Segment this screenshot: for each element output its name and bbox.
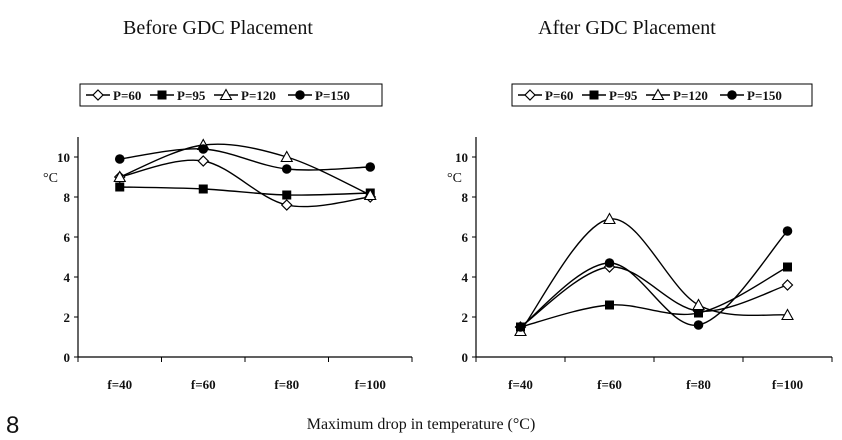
y-tick-label: 4: [462, 270, 469, 285]
legend: P=60 P=95 P=120 P=150: [511, 83, 813, 107]
data-point: [365, 162, 376, 172]
y-tick-label: 0: [64, 350, 71, 365]
legend-marker: [295, 90, 305, 100]
x-tick-label: f=100: [772, 377, 803, 392]
y-tick-label: 2: [64, 310, 71, 325]
chart-title: Before GDC Placement: [123, 17, 313, 39]
legend-marker: [219, 88, 233, 101]
data-point: [282, 190, 292, 200]
legend-marker: [727, 90, 737, 100]
data-point: [605, 300, 614, 310]
data-point: [694, 308, 703, 318]
data-point: [782, 226, 793, 236]
series-p60: [113, 155, 377, 211]
figure-number: 8: [6, 412, 20, 439]
data-point: [113, 170, 127, 183]
data-point: [198, 144, 209, 154]
legend-label: P=60: [113, 88, 141, 103]
data-point: [198, 184, 208, 194]
legend: P=60 P=95 P=120 P=150: [79, 83, 383, 107]
x-tick-label: f=60: [597, 377, 622, 392]
data-point: [692, 298, 705, 311]
legend-marker: [589, 90, 599, 100]
y-tick-label: 10: [455, 150, 468, 165]
data-point: [363, 188, 377, 201]
legend-marker: [524, 89, 536, 101]
series-line: [520, 266, 788, 328]
data-point: [781, 279, 794, 291]
legend-marker: [651, 88, 665, 101]
y-tick-label: 8: [64, 190, 71, 205]
chart-title: After GDC Placement: [538, 17, 716, 39]
series-p120: [514, 212, 794, 337]
legend-label: P=120: [241, 88, 276, 103]
data-point: [197, 155, 210, 167]
x-tick-label: f=60: [191, 377, 216, 392]
legend-label: P=60: [545, 88, 573, 103]
x-tick-label: f=80: [686, 377, 711, 392]
series-p150: [114, 144, 376, 174]
data-point: [604, 258, 615, 268]
y-tick-label: 6: [462, 230, 469, 245]
series-line: [119, 148, 371, 171]
legend-label: P=95: [609, 88, 638, 103]
y-tick-label: 2: [462, 310, 469, 325]
series-line: [119, 186, 371, 196]
x-tick-label: f=80: [274, 377, 299, 392]
y-tick-label: 4: [64, 270, 71, 285]
data-point: [783, 262, 792, 272]
y-axis-label: °C: [43, 171, 58, 186]
data-point: [693, 320, 704, 330]
data-point: [781, 308, 794, 321]
data-point: [281, 164, 292, 174]
y-tick-label: 10: [57, 150, 70, 165]
legend-label: P=150: [747, 88, 782, 103]
legend-marker: [157, 90, 167, 100]
data-point: [603, 212, 616, 225]
data-point: [280, 150, 294, 163]
chart-panel-1: Before GDC Placement P=60 P=95 P=120 P=150 0 2…: [43, 17, 413, 392]
series-p150: [515, 226, 793, 332]
y-axis-label: °C: [447, 171, 462, 186]
series-line: [119, 159, 371, 208]
y-tick-label: 8: [462, 190, 469, 205]
series-p95: [115, 182, 375, 200]
legend-label: P=120: [673, 88, 708, 103]
series-line: [520, 230, 789, 328]
series-line: [519, 218, 788, 332]
y-tick-label: 6: [64, 230, 71, 245]
legend-label: P=150: [315, 88, 350, 103]
y-tick-label: 0: [462, 350, 469, 365]
data-point: [114, 154, 125, 164]
legend-marker: [92, 89, 104, 101]
x-tick-label: f=40: [107, 377, 132, 392]
series-line: [520, 266, 788, 328]
series-line: [119, 143, 371, 196]
x-tick-label: f=100: [355, 377, 386, 392]
figure-caption: Maximum drop in temperature (°C): [306, 416, 536, 433]
legend-label: P=95: [177, 88, 206, 103]
data-point: [280, 199, 293, 211]
data-point: [115, 182, 125, 192]
data-point: [515, 322, 526, 332]
x-tick-label: f=40: [508, 377, 533, 392]
chart-panel-2: After GDC Placement P=60 P=95 P=120 P=150 0 2 4…: [447, 17, 833, 392]
